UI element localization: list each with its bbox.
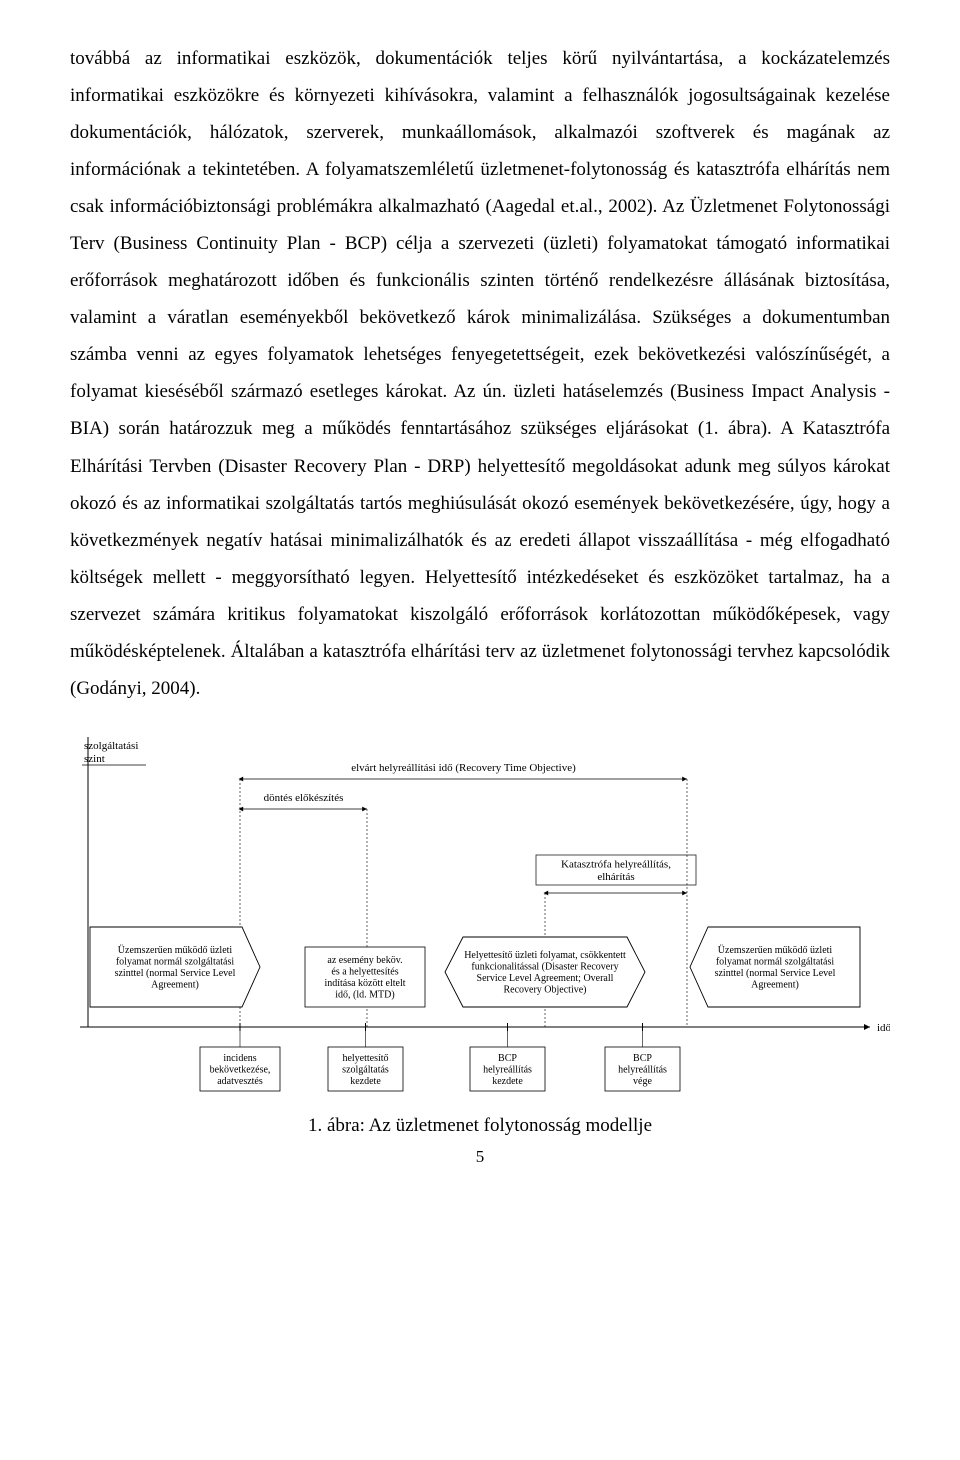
svg-text:Agreement): Agreement) <box>151 979 199 990</box>
svg-text:idő, (ld. MTD): idő, (ld. MTD) <box>335 989 394 1000</box>
svg-text:döntés előkészítés: döntés előkészítés <box>264 792 344 804</box>
svg-text:idő: idő <box>877 1022 890 1034</box>
svg-text:adatvesztés: adatvesztés <box>217 1076 263 1087</box>
svg-text:szolgáltatás: szolgáltatás <box>342 1064 389 1075</box>
svg-text:szint: szint <box>84 753 105 765</box>
svg-text:vége: vége <box>633 1076 652 1087</box>
svg-text:funkcionalitással (Disaster Re: funkcionalitással (Disaster Recovery <box>471 961 618 972</box>
body-text: továbbá az informatikai eszközök, dokume… <box>70 40 890 707</box>
svg-text:az esemény beköv.: az esemény beköv. <box>327 955 402 966</box>
svg-text:helyreállítás: helyreállítás <box>618 1064 667 1075</box>
svg-text:elvárt helyreállítási idő (Rec: elvárt helyreállítási idő (Recovery Time… <box>351 762 576 774</box>
svg-text:folyamat normál szolgáltatási: folyamat normál szolgáltatási <box>716 956 835 967</box>
page-number: 5 <box>70 1147 890 1167</box>
svg-text:Recovery Objective): Recovery Objective) <box>503 984 586 995</box>
svg-text:kezdete: kezdete <box>350 1076 381 1087</box>
figure-caption: 1. ábra: Az üzletmenet folytonosság mode… <box>70 1115 890 1137</box>
svg-text:szolgáltatási: szolgáltatási <box>84 740 138 752</box>
bcm-diagram: szolgáltatásiszint idő elvárt helyreállítá… <box>70 737 890 1097</box>
svg-text:Katasztrófa helyreállítás,: Katasztrófa helyreállítás, <box>561 858 671 870</box>
svg-text:folyamat normál szolgáltatási: folyamat normál szolgáltatási <box>116 956 235 967</box>
svg-text:elhárítás: elhárítás <box>597 871 634 883</box>
svg-text:Üzemszerűen működő üzleti: Üzemszerűen működő üzleti <box>118 944 233 956</box>
svg-text:szinttel (normal Service Level: szinttel (normal Service Level <box>115 968 236 979</box>
page: továbbá az informatikai eszközök, dokume… <box>0 0 960 1197</box>
svg-text:BCP: BCP <box>498 1053 517 1064</box>
svg-text:Üzemszerűen működő üzleti: Üzemszerűen működő üzleti <box>718 944 833 956</box>
svg-text:indítása között eltelt: indítása között eltelt <box>324 978 405 989</box>
svg-text:Service Level Agreement; Overa: Service Level Agreement; Overall <box>477 973 614 984</box>
svg-text:helyettesítő: helyettesítő <box>342 1053 388 1064</box>
svg-text:helyreállítás: helyreállítás <box>483 1064 532 1075</box>
svg-text:incidens: incidens <box>223 1053 256 1064</box>
svg-text:és a helyettesítés: és a helyettesítés <box>331 966 398 977</box>
svg-text:kezdete: kezdete <box>492 1076 523 1087</box>
svg-text:Helyettesítő üzleti folyamat,: Helyettesítő üzleti folyamat, csökkentet… <box>464 950 626 961</box>
bcm-svg: szolgáltatásiszint idő elvárt helyreállítá… <box>70 737 890 1097</box>
svg-text:szinttel (normal Service Level: szinttel (normal Service Level <box>715 968 836 979</box>
svg-text:Agreement): Agreement) <box>751 979 799 990</box>
svg-text:bekövetkezése,: bekövetkezése, <box>210 1064 271 1075</box>
svg-text:BCP: BCP <box>633 1053 652 1064</box>
